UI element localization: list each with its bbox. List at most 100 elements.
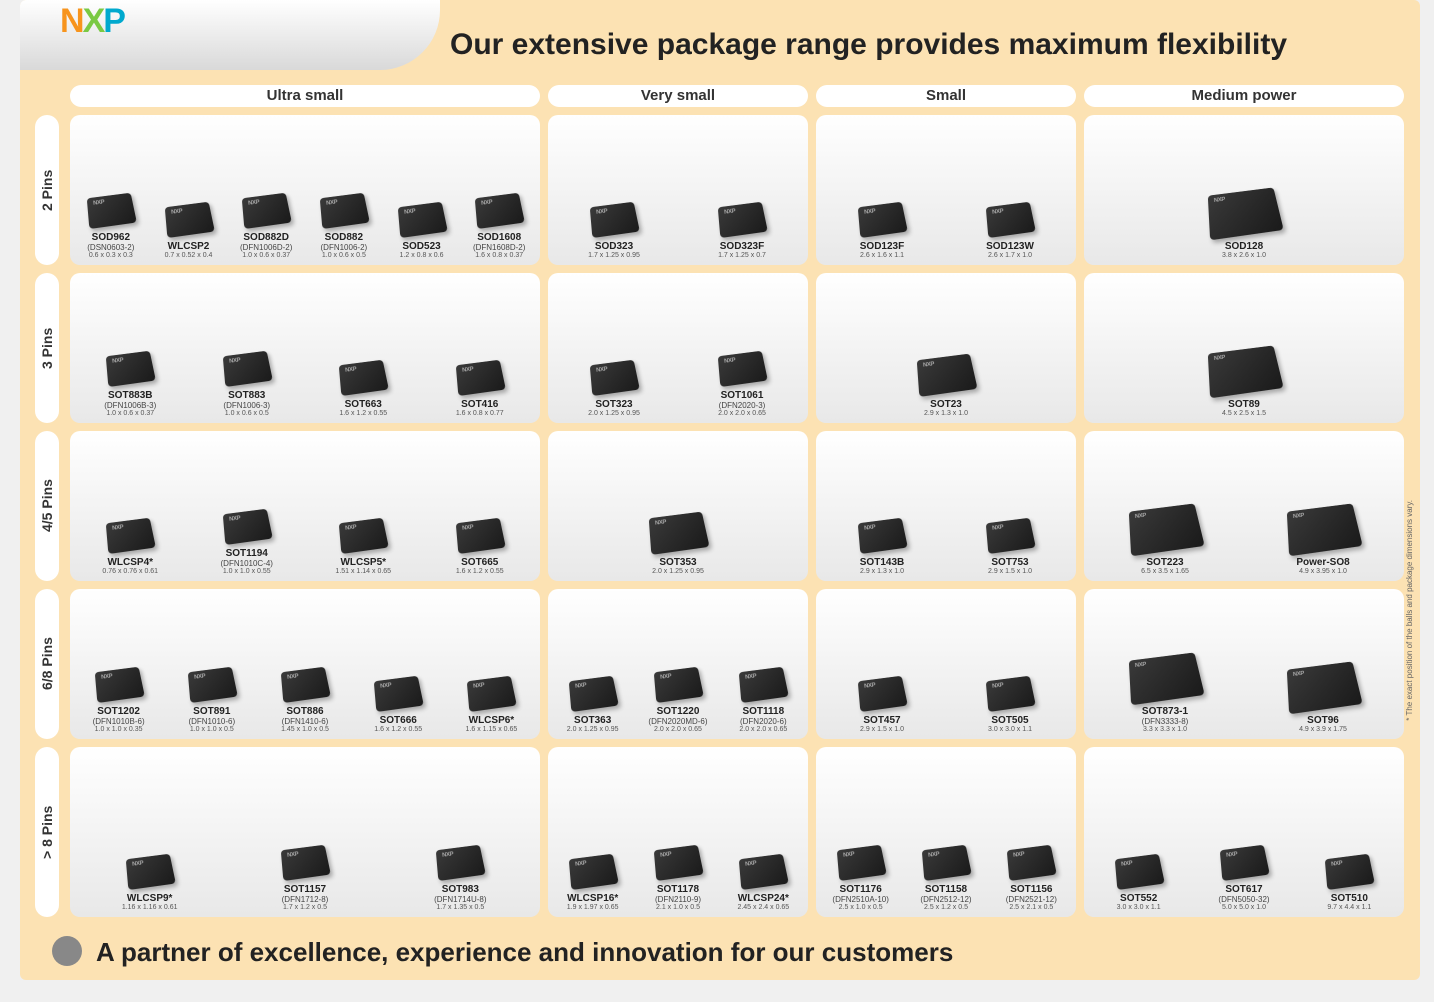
part-wlcsp24-: WLCSP24*2.45 x 2.4 x 0.65 [723,855,804,911]
part-dim: 3.3 x 3.3 x 1.0 [1143,726,1187,733]
cell-p3-small: SOT232.9 x 1.3 x 1.0 [816,273,1076,423]
part-dim: 2.5 x 1.0 x 0.5 [839,904,883,911]
part-name: SOT1061 [721,390,764,401]
part-dim: 3.0 x 3.0 x 1.1 [988,726,1032,733]
part-dim: 2.0 x 2.0 x 0.65 [654,726,702,733]
chip-icon [917,354,978,397]
part-sub: (DFN2110-9) [655,895,701,904]
part-sot1118: SOT1118(DFN2020-6)2.0 x 2.0 x 0.65 [723,668,804,733]
part-dim: 2.5 x 1.2 x 0.5 [924,904,968,911]
part-dim: 1.6 x 0.8 x 0.37 [475,252,523,259]
row-label-p45: 4/5 Pins [35,431,59,581]
col-header-medium: Medium power [1084,85,1404,107]
chip-icon [1007,845,1057,881]
chip-icon [456,518,506,554]
part-sot323: SOT3232.0 x 1.25 x 0.95 [552,361,676,417]
chip-icon [339,518,389,554]
part-name: SOD523 [402,241,440,252]
part-dim: 2.0 x 1.25 x 0.95 [652,568,704,575]
chip-icon [590,360,640,396]
chip-icon [836,845,886,881]
part-dim: 4.5 x 2.5 x 1.5 [1222,410,1266,417]
row-label-p68: 6/8 Pins [35,589,59,739]
part-sub: (DFN1410-6) [282,717,329,726]
footer-badge-icon [52,936,82,966]
part-name: SOD323F [720,241,764,252]
part-name: SOT363 [574,715,611,726]
part-wlcsp5-: WLCSP5*1.51 x 1.14 x 0.65 [307,519,420,575]
part-name: SOT886 [286,706,323,717]
part-dim: 9.7 x 4.4 x 1.1 [1327,904,1371,911]
chip-icon [986,202,1036,238]
part-name: WLCSP24* [738,893,789,904]
part-name: SOT1194 [226,548,268,559]
part-sub: (DFN2020-6) [740,717,787,726]
part-dim: 1.6 x 0.8 x 0.77 [456,410,504,417]
part-sod882: SOD882(DFN1006-2)1.0 x 0.6 x 0.5 [307,194,381,259]
part-name: Power-SO8 [1296,557,1349,568]
part-sot886: SOT886(DFN1410-6)1.45 x 1.0 x 0.5 [260,668,349,733]
part-name: SOT457 [863,715,900,726]
part-sot1157: SOT1157(DFN1712-8)1.7 x 1.2 x 0.5 [229,846,380,911]
part-sub: (DFN1712-8) [282,895,329,904]
chip-icon [87,193,137,229]
part-sot23: SOT232.9 x 1.3 x 1.0 [820,355,1072,417]
part-sot1194: SOT1194(DFN1010C-4)1.0 x 1.0 x 0.55 [191,510,304,575]
cell-p8p-ultra: WLCSP9*1.16 x 1.16 x 0.61SOT1157(DFN1712… [70,747,540,917]
part-power-so8: Power-SO84.9 x 3.95 x 1.0 [1246,505,1400,575]
part-dim: 1.0 x 1.0 x 0.5 [190,726,234,733]
part-dim: 5.0 x 5.0 x 1.0 [1222,904,1266,911]
part-sub: (DFN2020MD-6) [648,717,707,726]
part-name: SOT1202 [97,706,140,717]
part-name: SOD128 [1225,241,1263,252]
part-name: SOT1118 [742,706,784,717]
part-name: SOT883 [228,390,265,401]
cell-p2-small: SOD123F2.6 x 1.6 x 1.1SOD123W2.6 x 1.7 x… [816,115,1076,265]
part-name: SOT143B [860,557,904,568]
part-dim: 1.45 x 1.0 x 0.5 [281,726,329,733]
part-name: SOT552 [1120,893,1157,904]
part-name: SOD962 [92,232,130,243]
chip-icon [106,518,156,554]
part-sub: (DFN1010-6) [188,717,235,726]
part-dim: 1.6 x 1.2 x 0.55 [374,726,422,733]
cell-p2-ultra: SOD962(DSN0603-2)0.6 x 0.3 x 0.3WLCSP20.… [70,115,540,265]
chip-icon [436,845,486,881]
part-dim: 2.9 x 1.5 x 1.0 [860,726,904,733]
part-dim: 1.0 x 1.0 x 0.35 [95,726,143,733]
chip-icon [858,202,908,238]
part-sot665: SOT6651.6 x 1.2 x 0.55 [424,519,537,575]
part-name: SOT416 [461,399,498,410]
part-sub: (DFN1006D-2) [240,243,292,252]
part-sub: (DFN5050-32) [1218,895,1269,904]
part-name: SOT753 [991,557,1028,568]
chip-icon [320,193,370,229]
part-wlcsp4-: WLCSP4*0.76 x 0.76 x 0.61 [74,519,187,575]
chip-icon [986,518,1036,554]
part-sod323: SOD3231.7 x 1.25 x 0.95 [552,203,676,259]
part-sot96: SOT964.9 x 3.9 x 1.75 [1246,663,1400,733]
part-sub: (DFN2510A-10) [832,895,888,904]
part-dim: 2.0 x 2.0 x 0.65 [718,410,766,417]
chip-icon [1287,661,1363,714]
part-sub: (DFN1006B-3) [104,401,156,410]
part-sub: (DFN1006-2) [321,243,368,252]
chip-icon [164,202,214,238]
part-dim: 2.5 x 2.1 x 0.5 [1009,904,1053,911]
part-dim: 3.0 x 3.0 x 1.1 [1117,904,1161,911]
chip-icon [281,845,331,881]
part-sod123w: SOD123W2.6 x 1.7 x 1.0 [948,203,1072,259]
side-footnote: * The exact position of the balls and pa… [1405,500,1414,721]
nxp-logo: NXP [60,2,124,41]
page: NXP Our extensive package range provides… [20,0,1420,980]
row-label-p8p: > 8 Pins [35,747,59,917]
chip-icon [456,360,506,396]
part-sot873-1: SOT873-1(DFN3333-8)3.3 x 3.3 x 1.0 [1088,654,1242,733]
cell-p45-ultra: WLCSP4*0.76 x 0.76 x 0.61SOT1194(DFN1010… [70,431,540,581]
part-name: SOT666 [380,715,417,726]
part-wlcsp2: WLCSP20.7 x 0.52 x 0.4 [152,203,226,259]
part-dim: 1.0 x 1.0 x 0.55 [223,568,271,575]
part-name: SOT1176 [840,884,882,895]
chip-icon [223,509,273,545]
part-name: SOD882 [325,232,363,243]
